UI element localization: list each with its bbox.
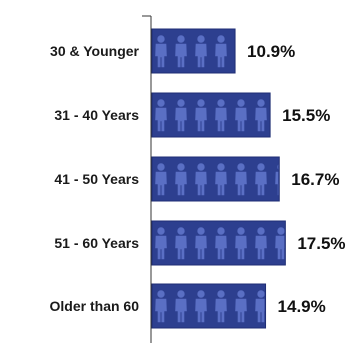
- bar-group: 30 & Younger 10.9%: [50, 28, 295, 74]
- bar-group: 51 - 60 Years 17.5%: [54, 220, 346, 266]
- value-label: 16.7%: [291, 170, 339, 189]
- bar: [151, 92, 271, 138]
- person-icon: [236, 36, 247, 67]
- category-label: Older than 60: [50, 298, 140, 314]
- bar-group: 31 - 40 Years 15.5%: [54, 92, 330, 138]
- bars-layer: 30 & Younger 10.9% 31 - 40 Years 15.5% 41 - …: [50, 28, 346, 329]
- bar-group: 41 - 50 Years 16.7%: [54, 156, 339, 202]
- value-label: 14.9%: [278, 297, 326, 316]
- category-label: 30 & Younger: [50, 43, 140, 59]
- category-label: 31 - 40 Years: [54, 107, 139, 123]
- value-label: 10.9%: [247, 42, 295, 61]
- category-label: 51 - 60 Years: [54, 235, 139, 251]
- bar: [151, 283, 267, 329]
- bar-group: Older than 60 14.9%: [50, 283, 326, 329]
- category-label: 41 - 50 Years: [54, 171, 139, 187]
- value-label: 17.5%: [297, 234, 345, 253]
- value-label: 15.5%: [282, 106, 330, 125]
